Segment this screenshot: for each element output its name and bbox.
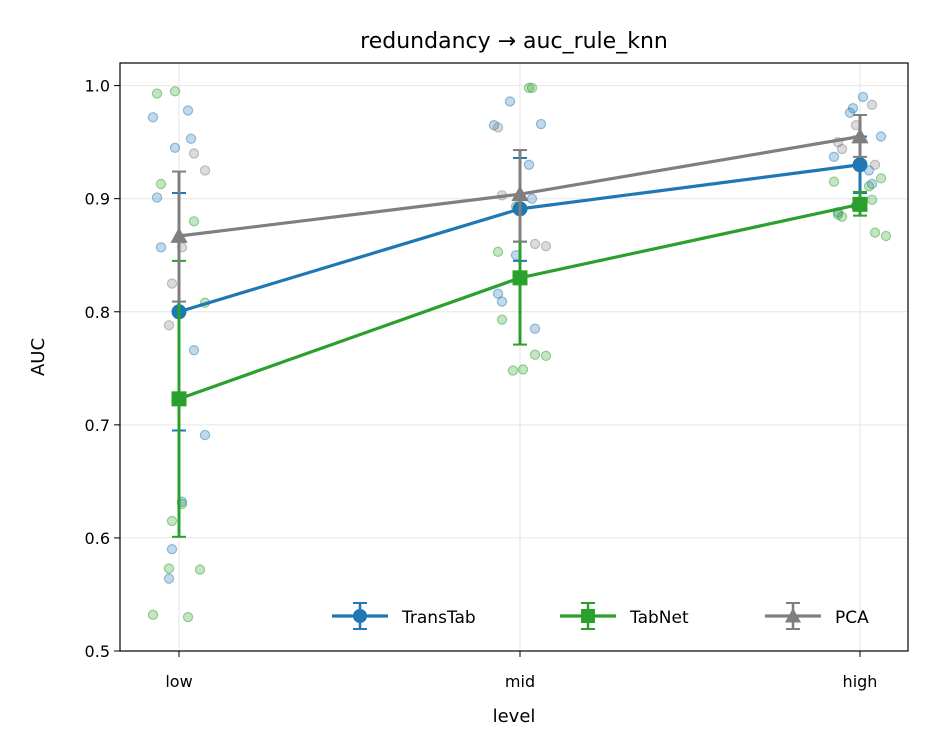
jitter-point-transtab [151,192,163,203]
jitter-point-transtab [535,118,547,130]
data-point-tabnet [171,391,187,407]
jitter-point-transtab [147,112,159,123]
jitter-point-pca [529,238,541,250]
jitter-point-tabnet [863,181,875,192]
jitter-point-transtab [529,323,541,334]
jitter-point-tabnet [875,173,887,184]
jitter-point-pca [163,320,175,331]
data-point-pca [511,185,529,202]
chart-title: redundancy → auc_rule_knn [360,29,668,54]
jitter-point-tabnet [540,350,552,362]
jitter-point-transtab [163,573,175,584]
jitter-point-pca [866,99,878,111]
jitter-point-tabnet [869,227,881,238]
jitter-point-tabnet [529,349,541,360]
y-tick-label: 0.9 [85,190,110,209]
jitter-point-tabnet [182,611,194,623]
legend-item-pca: PCA [765,602,869,630]
data-point-tabnet [852,196,868,212]
jitter-point-transtab [492,288,504,299]
jitter-point-transtab [169,142,181,154]
series-layer [170,114,869,538]
jitter-point-transtab [847,103,859,114]
legend-marker-tabnet [581,609,595,623]
y-tick-label: 0.6 [85,529,110,548]
jitter-point-pca [492,122,504,133]
jitter-point-tabnet [517,364,529,375]
x-tick-label: mid [505,672,535,691]
plot-frame [119,62,909,652]
data-point-tabnet [512,270,528,286]
jitter-point-tabnet [880,230,892,242]
jitter-point-tabnet [836,211,848,222]
jitter-point-tabnet [166,515,178,527]
jitter-point-pca [836,143,848,155]
legend-item-tabnet: TabNet [560,602,689,630]
jitter-point-pca [166,278,178,289]
jitter-point-tabnet [828,176,840,187]
jitter-point-transtab [504,96,516,107]
jitter-point-pca [540,240,552,252]
jitter-point-tabnet [169,86,181,97]
jitter-point-transtab [866,178,878,190]
jitter-point-pca [869,159,881,170]
jitter-point-tabnet [492,246,504,258]
jitter-point-tabnet [151,88,163,99]
x-tick-label: high [843,672,878,691]
jitter-point-transtab [188,345,200,356]
legend: TransTab TabNet PCA [332,602,869,630]
jitter-point-transtab [185,133,197,144]
jitter-point-transtab [875,131,887,142]
jitter-point-tabnet [496,314,508,325]
data-point-pca [851,127,869,144]
y-tick-label: 0.5 [85,642,110,661]
data-point-transtab [852,157,868,173]
jitter-point-transtab [488,119,500,131]
data-point-pca [170,227,188,243]
legend-item-transtab: TransTab [332,602,476,630]
jitter-point-tabnet [194,564,206,575]
jitter-point-pca [188,148,200,159]
y-tick-label: 0.8 [85,303,110,322]
legend-marker-pca [784,607,802,623]
axes: 0.5 0.6 0.7 0.8 0.9 1.0 low mid high [85,77,878,691]
jitter-point-tabnet [147,609,159,621]
jitter-point-transtab [496,296,508,307]
jitter-point-tabnet [155,178,167,190]
series-pca [170,114,869,303]
jitter-point-transtab [857,91,869,103]
jitter-point-pca [199,165,211,176]
y-tick-label: 0.7 [85,416,110,435]
legend-label-tabnet: TabNet [629,608,689,628]
jitter-point-transtab [526,193,538,204]
jitter-point-transtab [199,429,211,441]
jitter-point-transtab [155,242,167,253]
jitter-point-tabnet [507,365,519,376]
x-tick-label: low [165,672,192,691]
x-axis-label: level [493,706,536,727]
jitter-point-transtab [828,151,840,163]
y-axis-label: AUC [28,338,49,376]
jitter-point-tabnet [526,82,538,94]
jitter-point-transtab [844,107,856,118]
jitter-point-transtab [166,544,178,555]
jitter-point-tabnet [523,82,535,94]
legend-label-pca: PCA [835,608,869,628]
y-tick-label: 1.0 [85,77,110,96]
jitter-point-tabnet [163,563,175,574]
jitter-point-transtab [182,105,194,116]
legend-label-transtab: TransTab [401,608,476,628]
jitter-point-transtab [523,159,535,170]
jitter-point-tabnet [866,194,878,206]
legend-marker-transtab [353,609,367,623]
jitter-point-tabnet [188,216,200,227]
